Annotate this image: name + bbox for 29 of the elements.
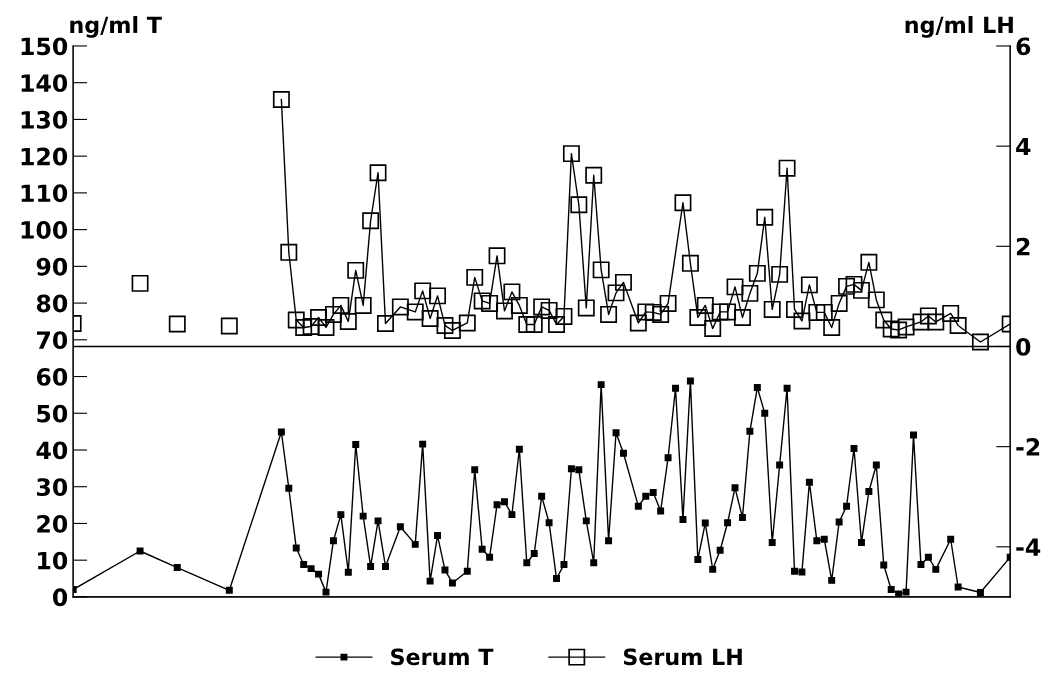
y2-tick-label: 4 <box>1016 137 1031 156</box>
y-axis-title: ng/ml T <box>70 16 162 38</box>
y-tick-label: 20 <box>37 514 68 533</box>
y-tick-label: 0 <box>52 588 68 607</box>
y-tick-label: 60 <box>36 367 68 386</box>
y-tick-label: 110 <box>21 184 68 203</box>
y-tick-label: 120 <box>21 147 68 166</box>
y2-axis-title: ng/ml LH <box>905 16 1013 38</box>
y-tick-label: 80 <box>36 294 68 313</box>
y2-tick-label: -4 <box>1016 538 1041 556</box>
y-tick-label: 150 <box>21 37 68 56</box>
legend-label: Serum T <box>391 648 494 666</box>
y-tick-label: 10 <box>38 551 68 570</box>
y2-tick-label: 6 <box>1016 37 1031 56</box>
y-tick-label: 70 <box>37 331 68 350</box>
y-tick-label: 90 <box>36 257 68 276</box>
legend-label: Serum LH <box>623 648 742 666</box>
y-tick-label: 100 <box>21 221 68 239</box>
y2-tick-label: 0 <box>1016 337 1031 356</box>
point <box>131 274 149 292</box>
y2-tick-label: 2 <box>1016 237 1030 256</box>
y-tick-label: 50 <box>37 404 68 423</box>
y-tick-label: 130 <box>21 110 68 129</box>
point <box>220 317 238 335</box>
y-tick-label: 40 <box>36 441 68 460</box>
y-tick-label: 30 <box>37 478 68 497</box>
point <box>168 315 186 333</box>
y2-tick-label: -2 <box>1016 438 1040 456</box>
y-tick-label: 140 <box>21 74 68 92</box>
